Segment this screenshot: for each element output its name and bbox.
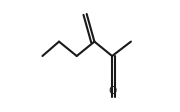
Text: O: O	[108, 86, 116, 96]
